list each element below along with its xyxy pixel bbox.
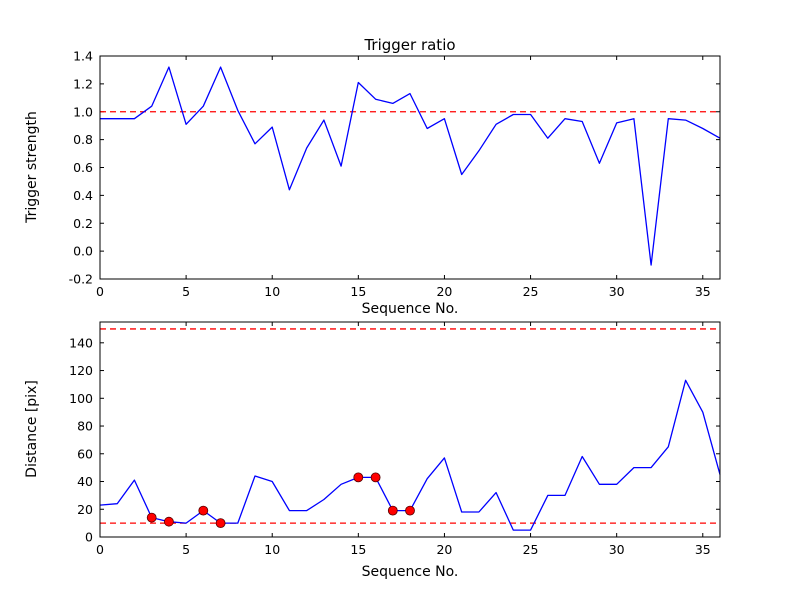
trigger-marker — [146, 512, 157, 523]
x-tick-label: 0 — [96, 284, 104, 299]
x-tick-label: 10 — [264, 284, 280, 299]
y-tick-label: 1.2 — [73, 76, 93, 91]
x-tick-label: 20 — [436, 542, 452, 557]
axes-frame — [99, 321, 721, 538]
trigger-marker — [405, 505, 415, 516]
trigger-marker — [163, 516, 174, 527]
y-tick-label: 80 — [77, 419, 93, 434]
x-tick-label: 10 — [264, 542, 280, 557]
data-line — [100, 66, 721, 266]
x-tick-label: 15 — [350, 284, 366, 299]
x-tick-label: 25 — [523, 284, 539, 299]
x-tick-label: 30 — [609, 542, 625, 557]
trigger-marker — [387, 505, 398, 516]
chart-title: Trigger ratio — [364, 36, 456, 54]
axes-frame — [99, 55, 721, 280]
y-tick-label: 20 — [77, 502, 93, 517]
y-tick-label: 0.6 — [73, 160, 93, 175]
y-tick-label: 0.2 — [73, 216, 93, 231]
x-tick-label: 35 — [695, 284, 711, 299]
y-tick-label: 0.4 — [73, 188, 93, 203]
x-tick-label: 0 — [96, 542, 104, 557]
y-tick-label: -0.2 — [69, 272, 93, 287]
trigger-marker — [353, 472, 364, 483]
y-tick-label: 120 — [69, 363, 93, 378]
y-tick-label: 100 — [69, 391, 93, 406]
y-tick-label: 140 — [69, 335, 93, 350]
y-tick-label: 0 — [85, 530, 93, 545]
y-tick-label: 1.4 — [73, 49, 93, 64]
y-tick-label: 0.8 — [73, 132, 93, 147]
x-tick-label: 30 — [609, 284, 625, 299]
x-tick-label: 5 — [182, 542, 190, 557]
y-tick-label: 1.0 — [73, 104, 93, 119]
x-tick-label: 35 — [695, 542, 711, 557]
x-tick-label: 15 — [350, 542, 366, 557]
y-tick-label: 40 — [77, 474, 93, 489]
x-tick-label: 20 — [436, 284, 452, 299]
trigger-marker — [370, 472, 381, 483]
x-axis-label-bottom: Sequence No. — [361, 564, 459, 580]
x-tick-label: 5 — [182, 284, 190, 299]
y-tick-label: 0.0 — [73, 244, 93, 259]
trigger-marker — [215, 518, 226, 528]
trigger-marker — [198, 505, 209, 516]
y-tick-label: 60 — [77, 446, 93, 461]
x-axis-label-top: Sequence No. — [361, 301, 459, 317]
x-tick-label: 25 — [523, 542, 539, 557]
